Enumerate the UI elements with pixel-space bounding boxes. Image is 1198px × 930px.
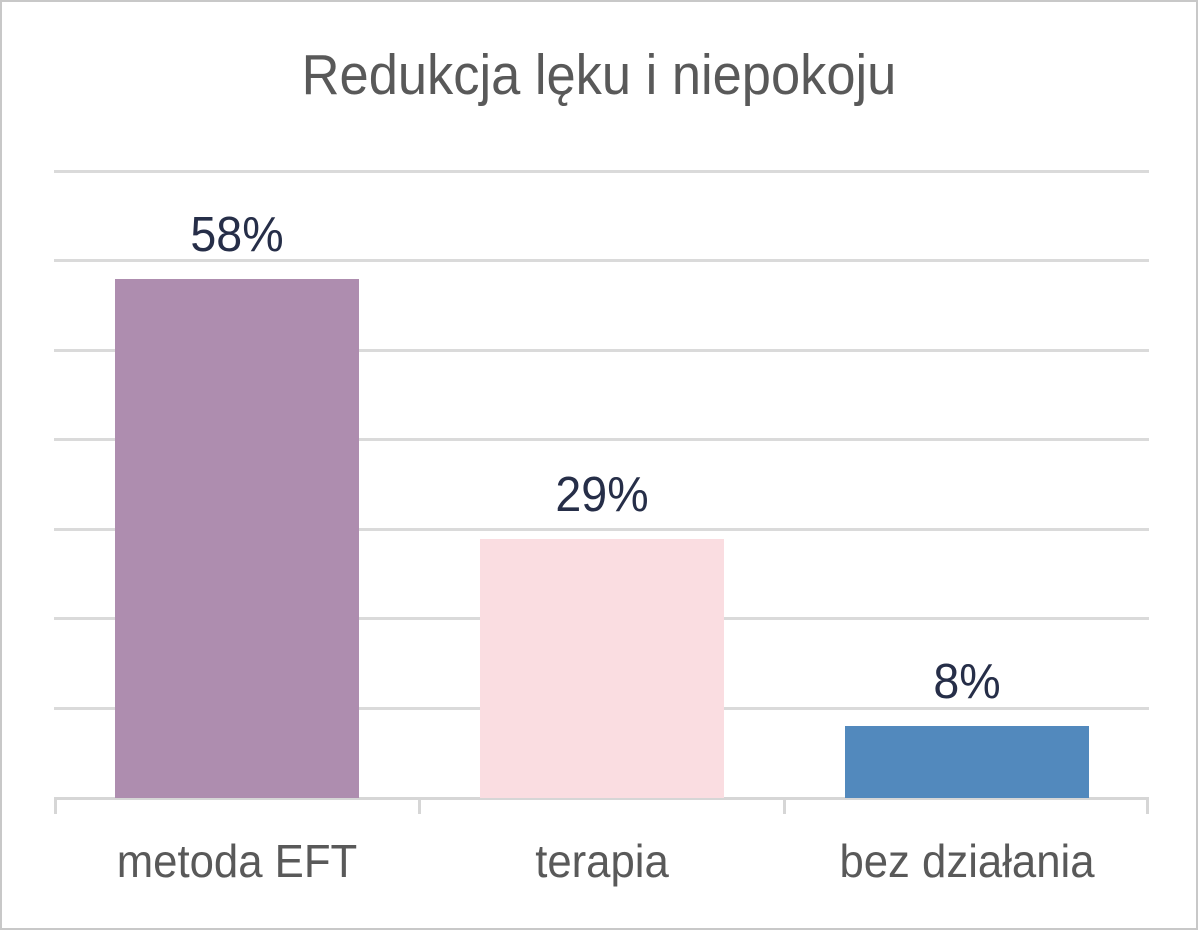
data-label: 29% [554,467,649,522]
gridline-40 [54,438,1149,442]
category-label: bez działania [838,835,1095,887]
x-axis-tick [418,798,421,814]
chart-title: Redukcja lęku i niepokoju [301,43,897,107]
bar-bez-działania [844,726,1089,798]
x-axis-line [54,797,1149,800]
gridline-60 [54,259,1149,263]
category-label: terapia [534,835,669,887]
category-label: metoda EFT [116,835,357,887]
plot-area: 58% 29% 8% [54,170,1149,814]
data-label: 8% [932,655,1001,710]
x-axis-tick [783,798,786,814]
bar-terapia [479,538,724,798]
x-axis-tick [54,798,57,814]
gridline-70 [54,170,1149,173]
data-label: 58% [189,208,284,263]
gridline-30 [54,527,1149,531]
gridline-50 [54,348,1149,352]
x-axis-tick [1146,798,1149,814]
bar-metoda-EFT [114,279,359,798]
